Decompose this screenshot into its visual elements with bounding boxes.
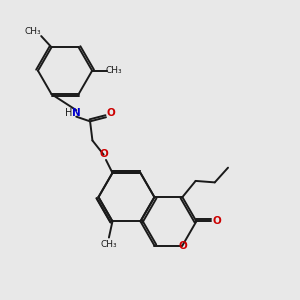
Text: CH₃: CH₃ [25, 27, 41, 36]
Text: N: N [72, 107, 81, 118]
Text: O: O [212, 216, 221, 226]
Text: CH₃: CH₃ [100, 239, 117, 248]
Text: O: O [106, 107, 115, 118]
Text: H: H [65, 107, 72, 118]
Text: O: O [178, 241, 188, 251]
Text: CH₃: CH₃ [106, 66, 122, 75]
Text: O: O [99, 149, 108, 159]
